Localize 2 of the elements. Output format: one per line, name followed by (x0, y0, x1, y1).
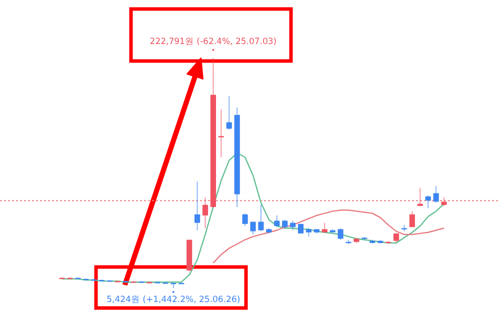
annotation: 5,424원 (+1,442.2%, 25.06.26) (106, 295, 240, 305)
annotation: 222,791원 (-62.4%, 25.07.03) (150, 37, 277, 47)
